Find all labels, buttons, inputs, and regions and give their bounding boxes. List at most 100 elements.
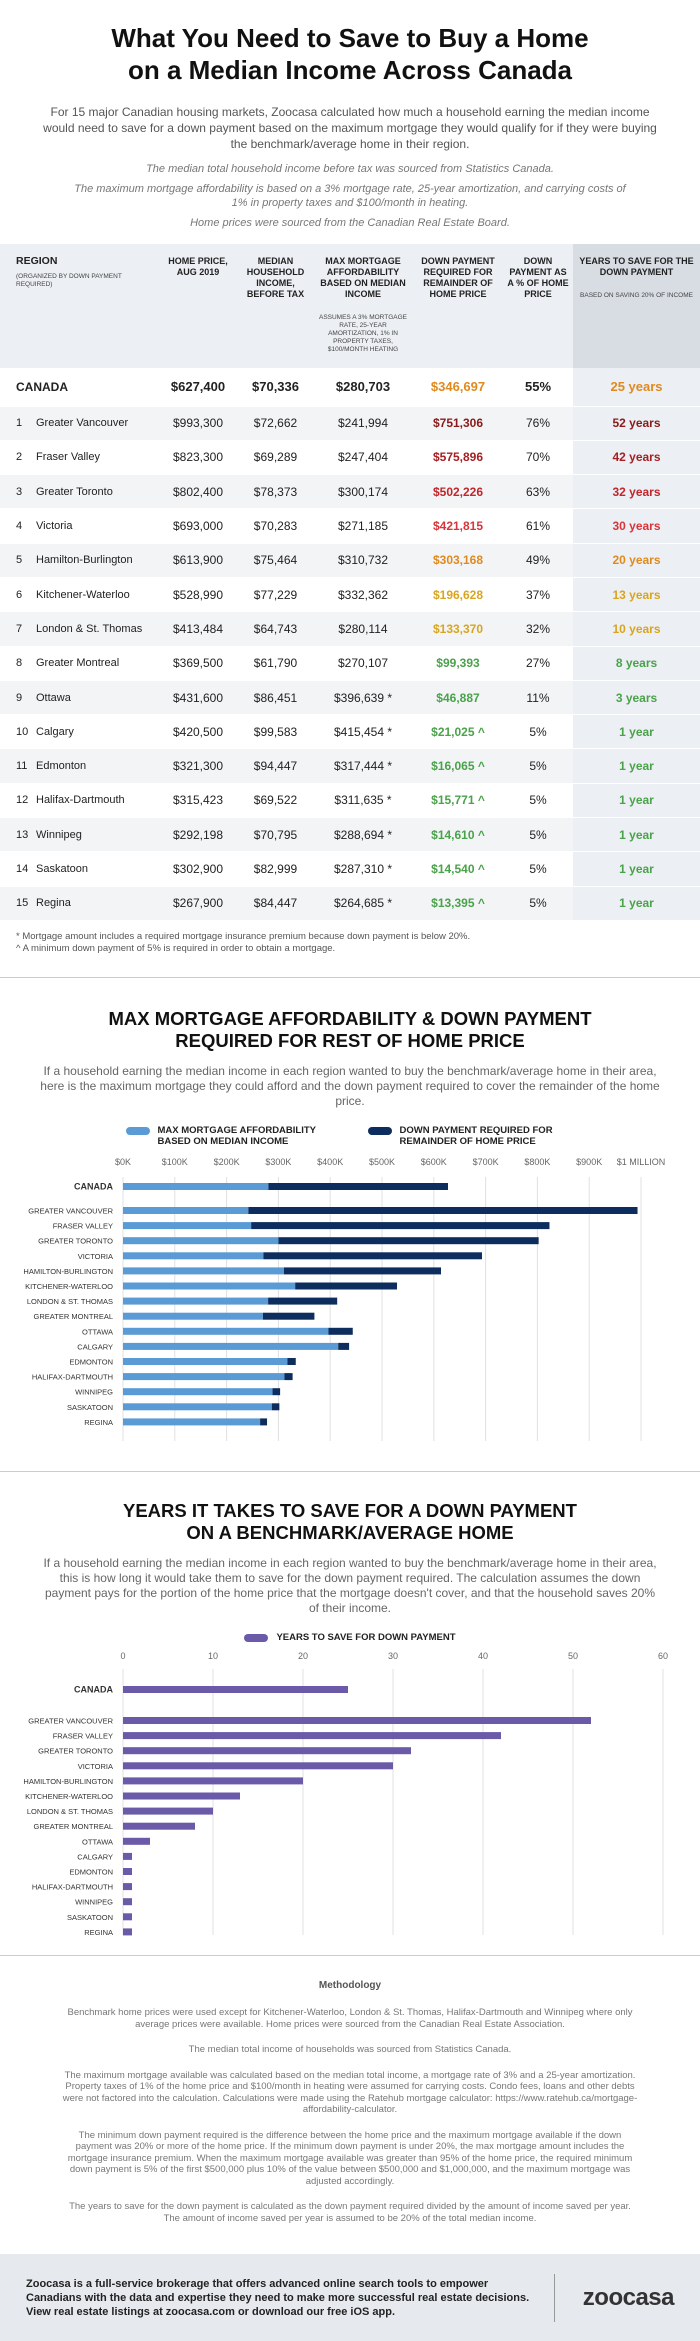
cell-years: 52 years bbox=[573, 406, 700, 441]
cell-downpay: $303,168 bbox=[413, 543, 503, 578]
bar-segment-secondary bbox=[262, 1312, 315, 1320]
bar-segment-primary bbox=[123, 1685, 348, 1693]
cell-region-name: Winnipeg bbox=[36, 828, 82, 841]
cell-pct: 49% bbox=[503, 543, 573, 578]
cell-income: $69,522 bbox=[238, 783, 313, 819]
cell-downpay: $346,697 bbox=[413, 368, 503, 407]
category-label: WINNIPEG bbox=[75, 1898, 113, 1907]
section-divider-2 bbox=[0, 1470, 700, 1472]
cell-rank: 5 bbox=[16, 554, 23, 567]
cell-pct: 61% bbox=[503, 508, 573, 544]
cell-pct: 76% bbox=[503, 406, 573, 441]
cell-region: 1 Greater Vancouver bbox=[0, 406, 158, 441]
zoocasa-logo[interactable]: zoocasa bbox=[582, 2283, 675, 2311]
bar-segment-secondary bbox=[268, 1182, 448, 1190]
cell-region: 7 London & St. Thomas bbox=[0, 611, 158, 647]
table-row: 14 Saskatoon $302,900 $82,999 $287,310 * $14,… bbox=[0, 851, 700, 887]
bar-segment-primary bbox=[123, 1792, 240, 1800]
cell-mortgage: $280,703 bbox=[313, 368, 413, 407]
cell-years: 3 years bbox=[573, 680, 700, 716]
category-label: HAMILTON-BURLINGTON bbox=[23, 1267, 113, 1276]
bar-segment-primary bbox=[123, 1852, 132, 1860]
cell-rank: 6 bbox=[16, 588, 23, 601]
cell-pct: 5% bbox=[503, 817, 573, 853]
mortgage-chart-title: MAX MORTGAGE AFFORDABILITY & DOWN PAYMEN… bbox=[108, 1007, 592, 1051]
cell-mortgage: $396,639 * bbox=[313, 680, 413, 716]
cell-rank: 9 bbox=[16, 691, 23, 704]
cell-income: $72,662 bbox=[238, 406, 313, 441]
category-label: REGINA bbox=[84, 1928, 113, 1937]
bar-segment-primary bbox=[123, 1898, 132, 1906]
x-tick-label: $700K bbox=[473, 1157, 499, 1167]
income-note: The median total household income before… bbox=[146, 163, 554, 175]
category-label: CALGARY bbox=[77, 1342, 113, 1351]
category-label: EDMONTON bbox=[69, 1357, 113, 1366]
legend-mortgage: MAX MORTGAGE AFFORDABILITY BASED ON MEDI… bbox=[125, 1125, 328, 1147]
years-chart-legend: YEARS TO SAVE FOR DOWN PAYMENT bbox=[0, 1632, 700, 1643]
cell-mortgage: $271,185 bbox=[313, 508, 413, 544]
cell-price: $627,400 bbox=[158, 368, 238, 407]
cell-mortgage: $310,732 bbox=[313, 543, 413, 578]
cell-rank: 10 bbox=[16, 725, 29, 738]
cell-downpay: $99,393 bbox=[413, 646, 503, 681]
bar-segment-secondary bbox=[295, 1282, 398, 1290]
category-label: KITCHENER-WATERLOO bbox=[25, 1792, 113, 1801]
legend-downpayment: DOWN PAYMENT REQUIRED FOR REMAINDER OF H… bbox=[367, 1125, 575, 1147]
cell-years: 20 years bbox=[573, 543, 700, 578]
cell-region-name: Victoria bbox=[36, 520, 73, 533]
cell-mortgage: $264,685 * bbox=[313, 886, 413, 921]
bar-segment-primary bbox=[123, 1716, 591, 1724]
cell-income: $84,447 bbox=[238, 886, 313, 921]
cell-price: $528,990 bbox=[158, 577, 238, 613]
header: What You Need to Save to Buy a Home on a… bbox=[0, 0, 700, 230]
x-tick-label: 50 bbox=[568, 1651, 578, 1661]
bar-segment-primary bbox=[123, 1297, 269, 1305]
cell-income: $61,790 bbox=[238, 646, 313, 681]
cell-mortgage: $300,174 bbox=[313, 474, 413, 510]
cell-region-name: London & St. Thomas bbox=[36, 622, 143, 635]
cell-pct: 70% bbox=[503, 440, 573, 476]
bar-segment-primary bbox=[123, 1777, 303, 1785]
cell-rank: 12 bbox=[16, 794, 29, 807]
bar-segment-primary bbox=[123, 1252, 264, 1260]
footnote-asterisk: * Mortgage amount includes a required mo… bbox=[16, 930, 471, 942]
cell-income: $70,336 bbox=[238, 368, 313, 407]
cell-mortgage: $270,107 bbox=[313, 646, 413, 681]
bar-segment-secondary bbox=[251, 1222, 550, 1230]
bar-segment-secondary bbox=[271, 1403, 280, 1411]
table-row: 4 Victoria $693,000 $70,283 $271,185 $421,815… bbox=[0, 508, 700, 544]
cell-downpay: $13,395 ^ bbox=[413, 886, 503, 921]
bar-segment-primary bbox=[123, 1267, 284, 1275]
cell-pct: 5% bbox=[503, 714, 573, 750]
cell-price: $693,000 bbox=[158, 508, 238, 544]
x-tick-label: $1 MILLION bbox=[617, 1157, 666, 1167]
table-row: 7 London & St. Thomas $413,484 $64,743 $280,… bbox=[0, 611, 700, 647]
cell-region-name: Ottawa bbox=[36, 691, 71, 704]
cell-years: 30 years bbox=[573, 508, 700, 544]
bar-segment-secondary bbox=[260, 1418, 268, 1426]
bar-segment-primary bbox=[123, 1913, 132, 1921]
x-tick-label: $200K bbox=[214, 1157, 240, 1167]
cell-region: 9 Ottawa bbox=[0, 680, 158, 716]
cell-mortgage: $287,310 * bbox=[313, 851, 413, 887]
category-label: WINNIPEG bbox=[75, 1388, 113, 1397]
cell-region-name: Greater Montreal bbox=[36, 657, 120, 670]
cell-years: 1 year bbox=[573, 783, 700, 819]
bar-segment-primary bbox=[123, 1342, 339, 1350]
bar-segment-primary bbox=[123, 1747, 411, 1755]
cell-mortgage: $332,362 bbox=[313, 577, 413, 613]
table-footnotes: * Mortgage amount includes a required mo… bbox=[0, 921, 700, 955]
cell-region: 5 Hamilton-Burlington bbox=[0, 543, 158, 578]
table-row: 8 Greater Montreal $369,500 $61,790 $270,107… bbox=[0, 646, 700, 681]
cell-price: $802,400 bbox=[158, 474, 238, 510]
cell-region: 10 Calgary bbox=[0, 714, 158, 750]
header-income: MEDIAN HOUSEHOLD INCOME, BEFORE TAX bbox=[238, 244, 313, 368]
cell-region-name: Greater Toronto bbox=[36, 485, 113, 498]
cell-region: CANADA bbox=[0, 368, 158, 407]
category-label: HALIFAX-DARTMOUTH bbox=[32, 1883, 113, 1892]
bar-segment-primary bbox=[123, 1403, 272, 1411]
legend-swatch-downpayment bbox=[367, 1126, 392, 1135]
cell-rank: 2 bbox=[16, 451, 23, 464]
cell-pct: 37% bbox=[503, 577, 573, 613]
header-region: REGION (ORGANIZED BY DOWN PAYMENT REQUIR… bbox=[0, 244, 158, 368]
